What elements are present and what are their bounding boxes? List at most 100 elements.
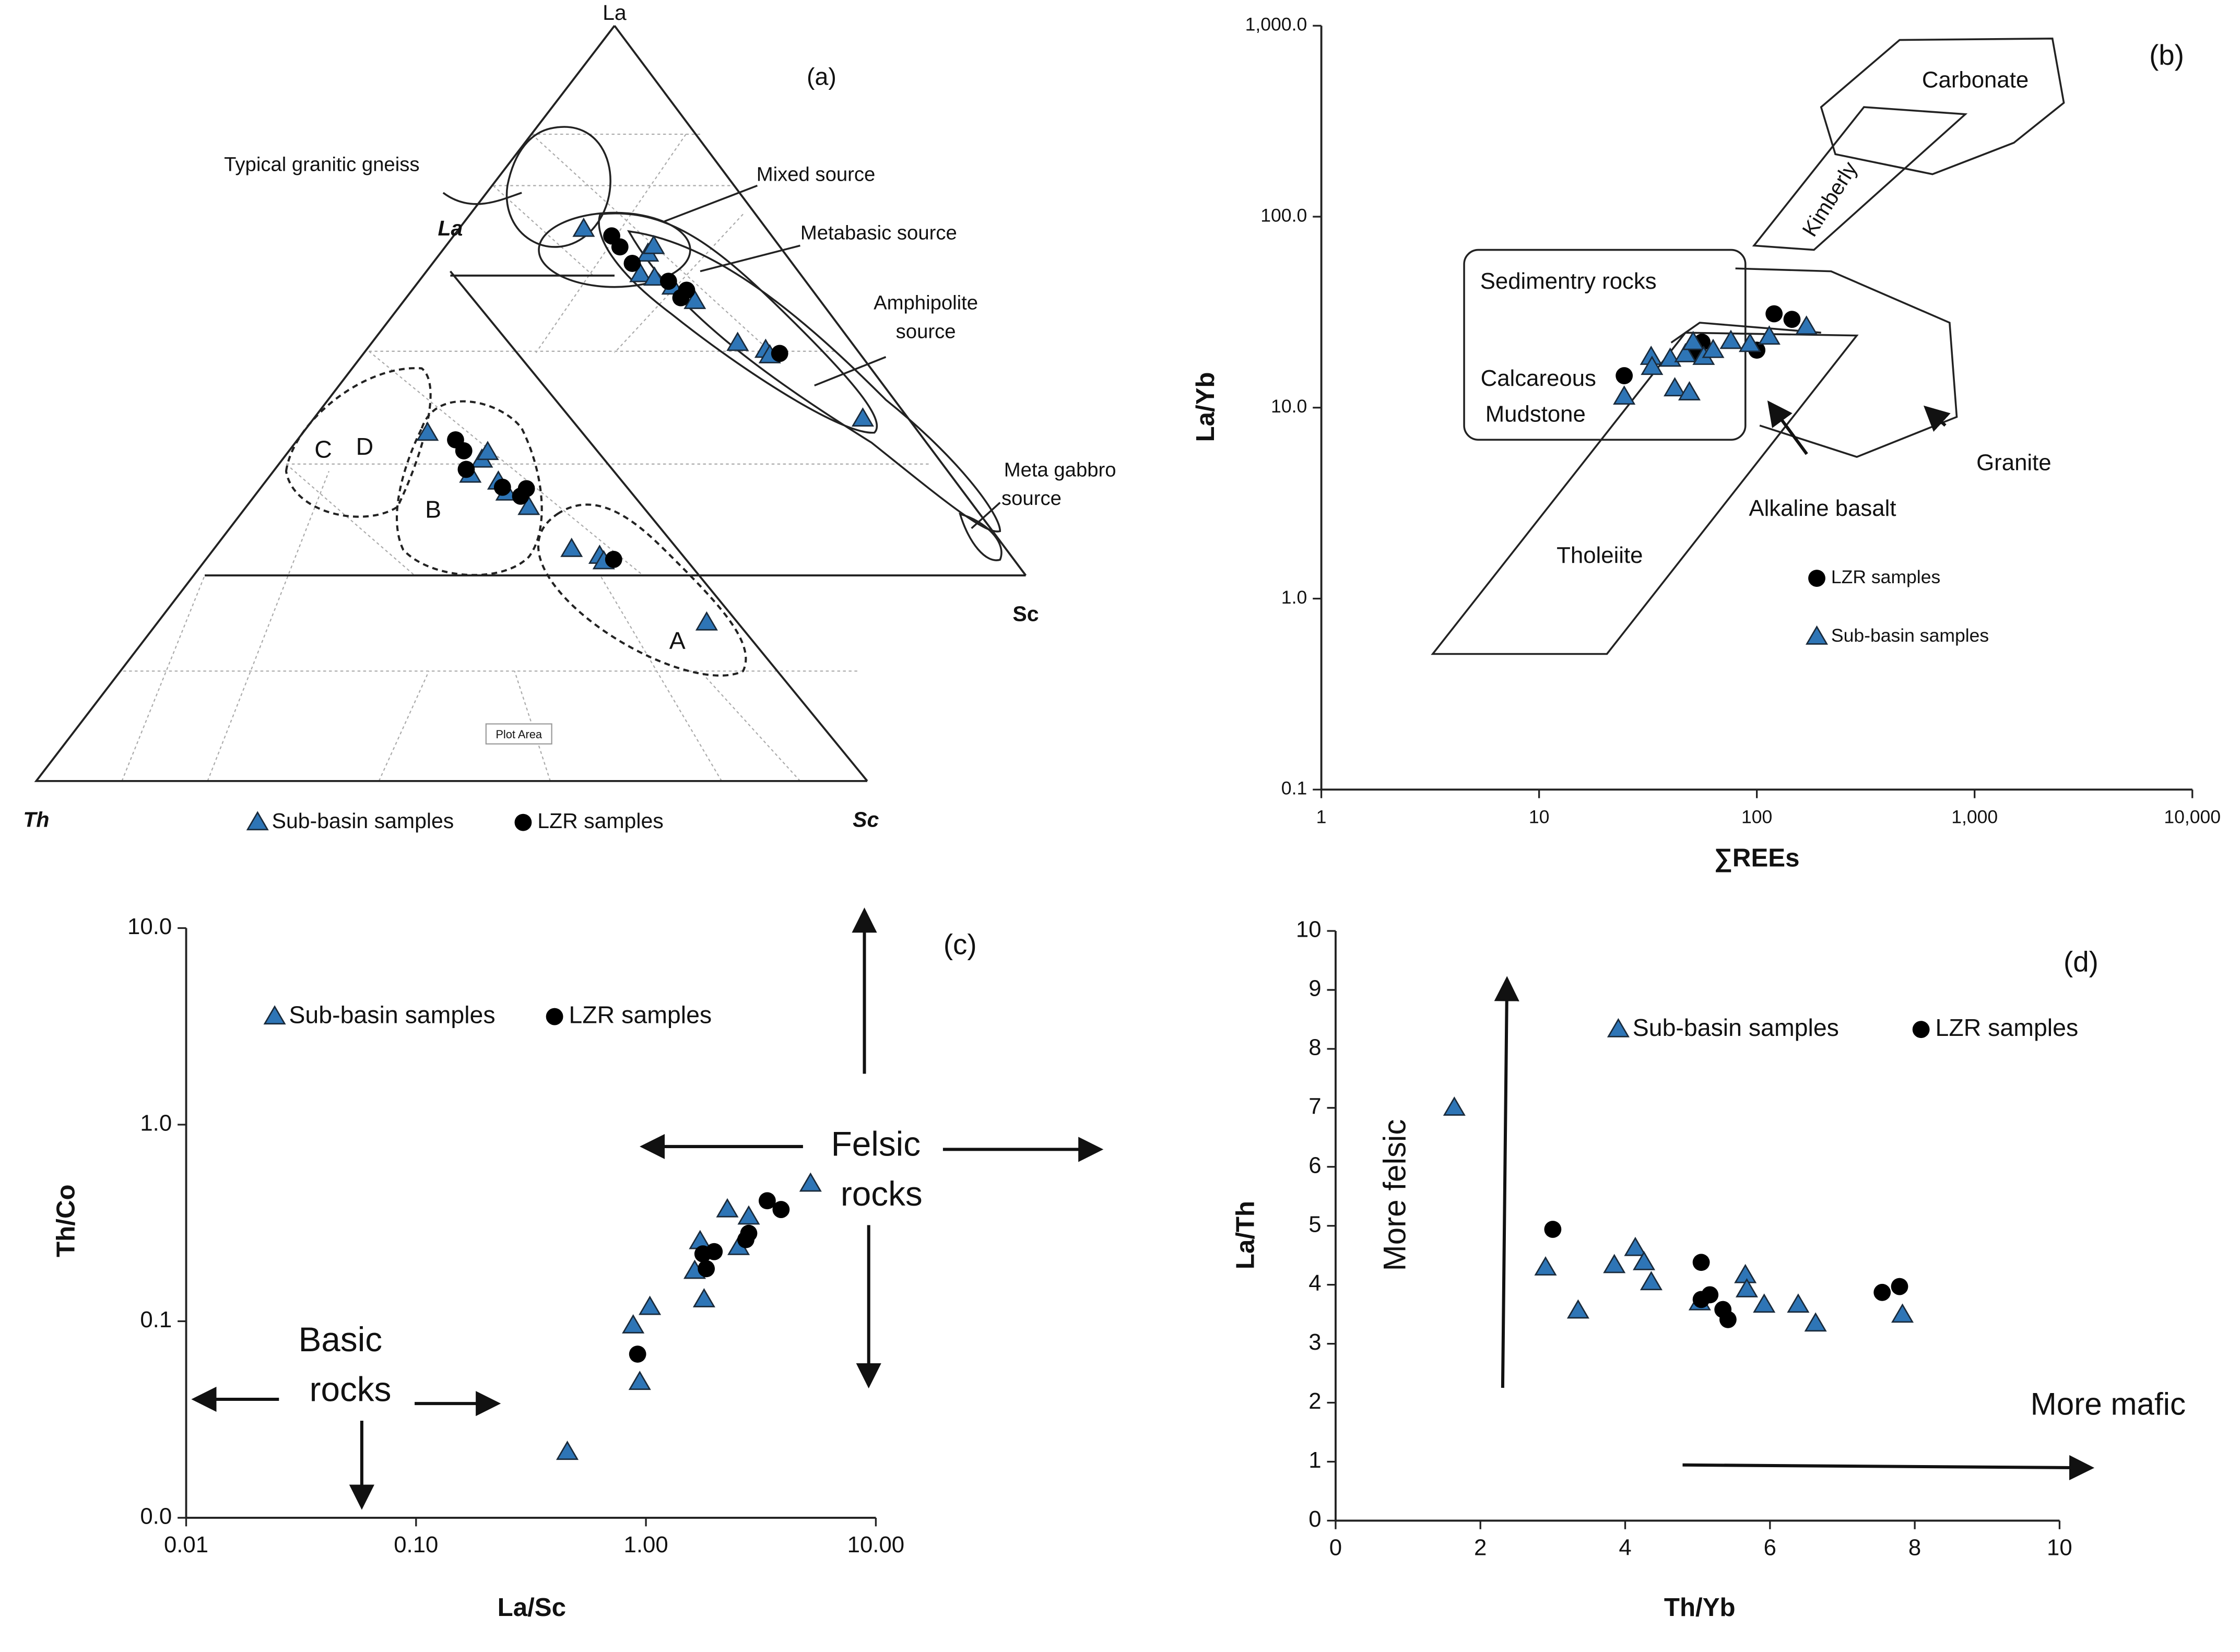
x-tick-label: 10.00 [847,1532,904,1557]
legend-label: LZR samples [1935,1014,2078,1041]
sample-point [416,421,439,441]
sample-point [455,442,473,459]
annotation: Amphipolite [874,292,978,314]
sample-point [1753,1293,1776,1313]
field-metabasic [598,213,878,434]
sample-point [628,1371,651,1390]
sample-point [716,1198,739,1218]
panel-title: (a) [807,63,836,90]
x-tick-label: 100 [1741,806,1772,827]
sample-point [623,255,641,272]
sample-point [1738,333,1762,352]
sample-point [799,1172,822,1192]
sample-point [692,1288,715,1307]
sample-point [1873,1283,1891,1301]
y-tick-label: 10.0 [1271,396,1307,417]
leader [442,192,522,205]
y-axis-label: Th/Co [52,1184,80,1257]
sample-point [1758,325,1781,345]
y-tick-label: 1.0 [1281,587,1307,608]
x-tick-label: 0 [1329,1535,1342,1561]
annotation: source [896,320,956,343]
sample-point [476,441,499,461]
sample-point [493,478,511,496]
field-meta-gabbro [959,512,1003,561]
sample-point [1783,311,1801,328]
x-tick-label: 8 [1908,1535,1921,1561]
y-tick-label: 0.1 [140,1307,172,1332]
arrow [1923,405,1951,432]
panel-title: (c) [944,928,977,961]
field-tholeiite [1431,332,1859,655]
x-tick-label: 10 [2047,1535,2072,1561]
legend-marker [1805,625,1829,645]
legend-marker [546,1008,563,1025]
arrow [1682,1455,2095,1481]
annotation: Mudstone [1486,401,1586,427]
legend-marker [1808,570,1825,587]
annotation: C [314,435,332,463]
sample-point [1674,343,1697,362]
sample-point [642,234,665,254]
x-tick-label: 1,000 [1951,806,1998,827]
sample-point [556,1441,579,1460]
sample-point [1692,1254,1710,1271]
annotation: Metabasic source [800,222,957,244]
y-tick-label: 10.0 [127,914,172,939]
sample-point [1616,367,1633,384]
sample-point [1640,1271,1663,1291]
sample-point [683,289,706,309]
sample-point [695,611,718,631]
c-arrows [191,907,1104,1510]
annotation: A [669,627,686,654]
axis-lines [1320,26,2192,791]
sample-point [1735,1278,1758,1297]
sample-point [639,1295,662,1315]
annotation: More felsic [1377,1119,1412,1271]
y-tick-label: 100.0 [1260,205,1307,226]
annotation: Tholeiite [1557,542,1643,568]
annotation: Alkaline basalt [1749,495,1896,521]
annotation: Mixed source [757,163,876,185]
d-arrows [1494,976,2095,1481]
y-tick-label: 1,000.0 [1245,14,1307,35]
annotation: rocks [841,1175,923,1213]
sample-point [1678,381,1701,400]
x-tick-label: 2 [1474,1535,1487,1561]
field-granitic-gneiss [505,126,611,248]
ternary-frame [34,25,1027,782]
annotation: Basic [299,1320,382,1359]
y-tick-label: 1 [1308,1447,1321,1473]
sample-point [517,495,540,515]
x-axis-label: Th/Yb [1664,1593,1736,1622]
annotation: Sedimentry rocks [1480,268,1657,294]
sample-point [771,345,788,362]
sample-point [1787,1293,1810,1313]
annotation: D [356,433,374,460]
sample-point [1566,1299,1589,1319]
field-granite [1735,267,1958,458]
sample-point [1664,377,1687,397]
annotation: Felsic [831,1125,921,1163]
x-axis-label: ∑REEs [1714,843,1800,872]
sample-point [1544,1221,1562,1238]
sample-point [611,238,629,256]
legend-label: LZR samples [537,809,664,833]
legend-marker [514,813,532,831]
field-b [396,400,543,576]
y-tick-label: 0 [1308,1506,1321,1532]
arrow [1494,976,1519,1388]
annotation: Kimberly [1797,157,1862,241]
sample-point [605,551,622,568]
sample-point [737,1205,760,1225]
y-tick-label: 7 [1308,1093,1321,1119]
sample-point [517,480,535,498]
legend-label: Sub-basin samples [289,1001,495,1028]
annotation: source [1001,487,1062,510]
vertex-label: Sc [853,807,879,831]
arrow [1767,400,1808,455]
sample-point [1682,331,1705,350]
sample-point [457,461,475,478]
sample-point [705,1243,723,1260]
ternary-edges [34,25,1027,782]
